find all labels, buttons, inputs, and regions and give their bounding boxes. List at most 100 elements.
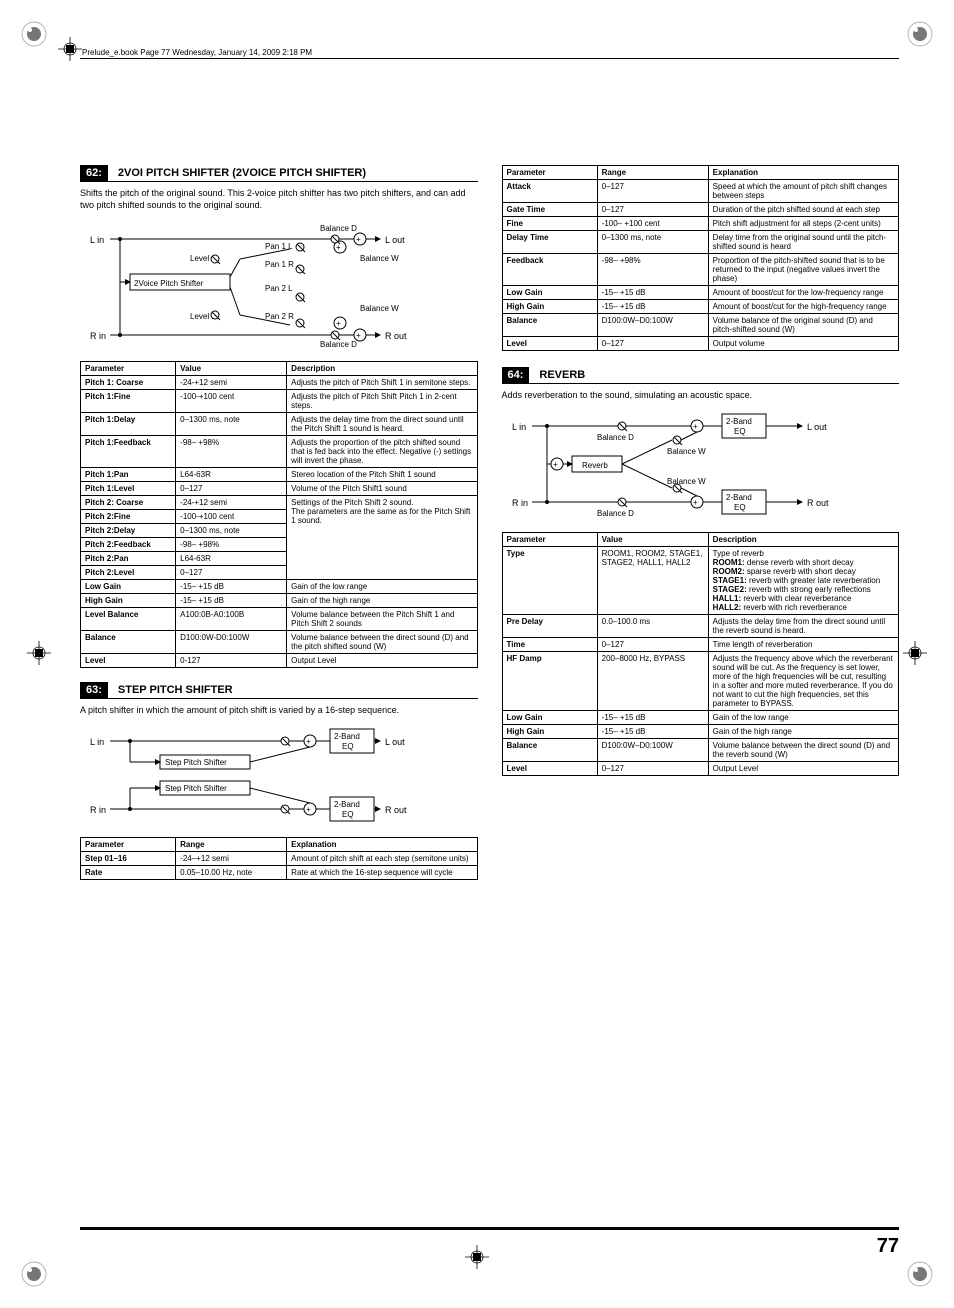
svg-text:Pan 2 L: Pan 2 L	[265, 284, 293, 293]
svg-text:+: +	[356, 331, 361, 340]
svg-text:Balance W: Balance W	[360, 304, 399, 313]
svg-text:L out: L out	[385, 737, 405, 747]
svg-text:2Voice Pitch Shifter: 2Voice Pitch Shifter	[134, 279, 204, 288]
svg-text:+: +	[356, 235, 361, 244]
col-header: Range	[176, 838, 287, 852]
table-row: Pitch 1:PanL64-63RStereo location of the…	[81, 468, 478, 482]
header-rule	[80, 58, 899, 59]
svg-text:+: +	[306, 805, 311, 814]
reg-mark-icon	[904, 18, 936, 50]
col-header: Parameter	[81, 838, 176, 852]
table-row: High Gain-15– +15 dBGain of the high ran…	[502, 724, 899, 738]
svg-text:Pan 1 R: Pan 1 R	[265, 260, 294, 269]
svg-text:L out: L out	[807, 422, 827, 432]
table-row: Level BalanceA100:0B-A0:100BVolume balan…	[81, 608, 478, 631]
svg-text:Step Pitch Shifter: Step Pitch Shifter	[165, 758, 227, 767]
table-row: Feedback-98– +98%Proportion of the pitch…	[502, 254, 899, 286]
section-num: 63:	[80, 682, 108, 698]
svg-text:2-Band: 2-Band	[726, 417, 752, 426]
table-row: Step 01–16-24–+12 semiAmount of pitch sh…	[81, 852, 478, 866]
table-row: High Gain-15– +15 dBAmount of boost/cut …	[502, 300, 899, 314]
table-row: Type ROOM1, ROOM2, STAGE1, STAGE2, HALL1…	[502, 546, 899, 614]
svg-text:Balance W: Balance W	[667, 477, 706, 486]
col-header: Description	[708, 532, 898, 546]
svg-text:EQ: EQ	[342, 742, 354, 751]
section-63-desc: A pitch shifter in which the amount of p…	[80, 705, 478, 717]
table-row: Gate Time0–127Duration of the pitch shif…	[502, 203, 899, 217]
table-row: Fine-100– +100 centPitch shift adjustmen…	[502, 217, 899, 231]
section-title: 2VOI PITCH SHIFTER (2VOICE PITCH SHIFTER…	[118, 167, 366, 179]
crop-mark-icon	[463, 1243, 491, 1273]
svg-text:2-Band: 2-Band	[334, 800, 360, 809]
col-header: Explanation	[708, 166, 898, 180]
section-64-header: 64: REVERB	[502, 367, 900, 384]
reg-mark-icon	[18, 1258, 50, 1290]
svg-text:+: +	[553, 460, 558, 469]
svg-text:L in: L in	[90, 235, 104, 245]
col-header: Parameter	[81, 362, 176, 376]
crop-mark-icon	[56, 35, 84, 65]
svg-text:EQ: EQ	[734, 427, 746, 436]
svg-text:L in: L in	[512, 422, 526, 432]
table-62: Parameter Value Description Pitch 1: Coa…	[80, 361, 478, 668]
svg-text:Balance D: Balance D	[320, 340, 357, 349]
footer-rule	[80, 1227, 899, 1230]
diagram-64: L in L out R in R out + Reverb Balance D…	[502, 410, 900, 522]
svg-text:R in: R in	[512, 498, 528, 508]
svg-text:Step Pitch Shifter: Step Pitch Shifter	[165, 784, 227, 793]
table-row: Level0-127Output Level	[81, 654, 478, 668]
section-num: 62:	[80, 165, 108, 181]
col-header: Parameter	[502, 532, 597, 546]
table-row: BalanceD100:0W–D0:100WVolume balance bet…	[502, 738, 899, 761]
svg-text:+: +	[336, 243, 341, 252]
section-title: STEP PITCH SHIFTER	[118, 684, 233, 696]
section-title: REVERB	[539, 369, 585, 381]
reg-mark-icon	[904, 1258, 936, 1290]
table-header-row: Parameter Range Explanation	[502, 166, 899, 180]
table-row: Low Gain-15– +15 dBAmount of boost/cut f…	[502, 286, 899, 300]
section-num: 64:	[502, 367, 530, 383]
svg-text:Pan 1 L: Pan 1 L	[265, 242, 293, 251]
svg-text:R out: R out	[385, 805, 407, 815]
table-row: Level0–127Output Level	[502, 761, 899, 775]
section-63-header: 63: STEP PITCH SHIFTER	[80, 682, 478, 699]
svg-text:Balance D: Balance D	[597, 509, 634, 518]
table-64: Parameter Value Description Type ROOM1, …	[502, 532, 900, 776]
svg-text:EQ: EQ	[734, 503, 746, 512]
page-number: 77	[877, 1235, 899, 1258]
svg-text:L out: L out	[385, 235, 405, 245]
table-row: BalanceD100:0W-D0:100WVolume balance bet…	[81, 631, 478, 654]
diagram-62: L in L out R in R out 2Voice Pitch Shift…	[80, 219, 478, 351]
left-column: 62: 2VOI PITCH SHIFTER (2VOICE PITCH SHI…	[80, 165, 478, 1223]
table-row: Level0–127Output volume	[502, 337, 899, 351]
svg-text:+: +	[336, 319, 341, 328]
table-row: Low Gain-15– +15 dBGain of the low range	[81, 580, 478, 594]
section-62-header: 62: 2VOI PITCH SHIFTER (2VOICE PITCH SHI…	[80, 165, 478, 182]
svg-text:2-Band: 2-Band	[334, 732, 360, 741]
svg-text:Balance D: Balance D	[320, 224, 357, 233]
table-row: HF Damp200–8000 Hz, BYPASSAdjusts the fr…	[502, 651, 899, 710]
table-row: Pitch 1:Level0–127Volume of the Pitch Sh…	[81, 482, 478, 496]
crop-mark-icon	[901, 639, 929, 669]
svg-text:R out: R out	[807, 498, 829, 508]
svg-text:Balance D: Balance D	[597, 433, 634, 442]
diagram-63: L in L out R in R out Step Pitch Shifter…	[80, 725, 478, 827]
col-header: Range	[597, 166, 708, 180]
table-row: Pitch 1: Coarse-24-+12 semiAdjusts the p…	[81, 376, 478, 390]
table-row: Pitch 2: Coarse-24-+12 semiSettings of t…	[81, 496, 478, 510]
header-text: Prelude_e.book Page 77 Wednesday, Januar…	[82, 48, 312, 57]
table-row: High Gain-15– +15 dBGain of the high ran…	[81, 594, 478, 608]
table-row: Rate0.05–10.00 Hz, noteRate at which the…	[81, 866, 478, 880]
svg-text:L in: L in	[90, 737, 104, 747]
svg-text:Balance W: Balance W	[667, 447, 706, 456]
table-row: Low Gain-15– +15 dBGain of the low range	[502, 710, 899, 724]
svg-text:2-Band: 2-Band	[726, 493, 752, 502]
table-row: Pitch 1:Feedback-98– +98%Adjusts the pro…	[81, 436, 478, 468]
col-header: Description	[287, 362, 477, 376]
table-header-row: Parameter Range Explanation	[81, 838, 478, 852]
svg-text:R in: R in	[90, 805, 106, 815]
right-column: Parameter Range Explanation Attack0–127S…	[502, 165, 900, 1223]
svg-text:R out: R out	[385, 331, 407, 341]
table-header-row: Parameter Value Description	[81, 362, 478, 376]
svg-text:Pan 2 R: Pan 2 R	[265, 312, 294, 321]
